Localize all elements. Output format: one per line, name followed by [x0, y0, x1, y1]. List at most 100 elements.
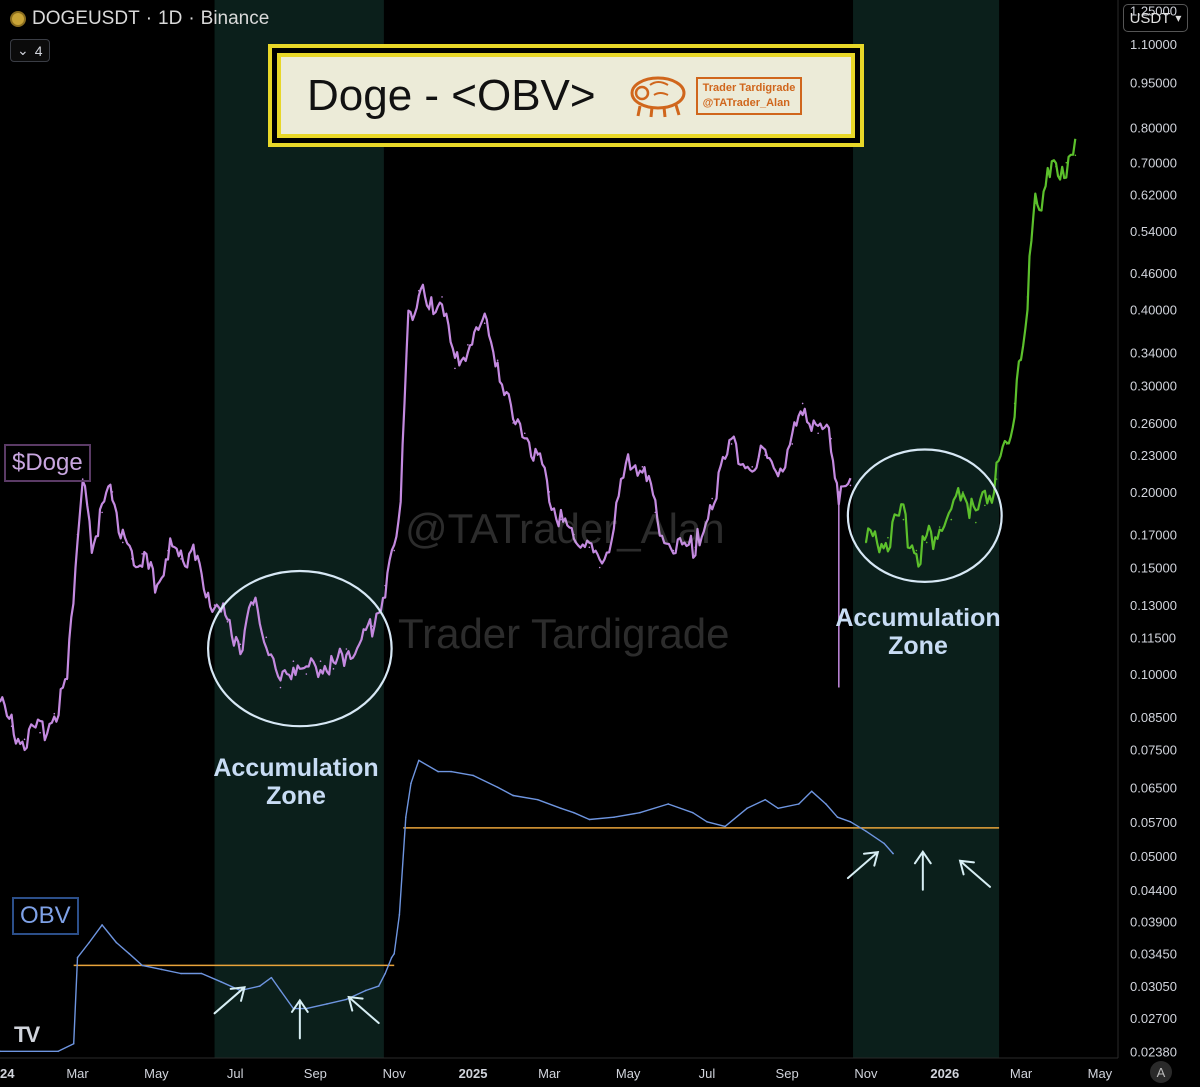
y-tick-label-16: 0.13000 [1130, 598, 1177, 613]
series-0-point-67 [849, 484, 852, 487]
series-0-point-50 [598, 566, 601, 569]
shaded-zone-1 [214, 0, 384, 1058]
series-0-point-29 [345, 648, 348, 650]
watermark-name: Trader Tardigrade [398, 610, 730, 657]
series-0-point-5 [66, 678, 69, 681]
series-1-point-2 [887, 536, 889, 539]
series-0-point-30 [358, 643, 361, 646]
series-1-point-6 [938, 526, 941, 528]
y-tick-label-1: 1.10000 [1130, 37, 1177, 52]
x-tick-label-4: Sep [304, 1066, 327, 1081]
zone2-line-2: Zone [888, 632, 948, 660]
series-2-point-38 [588, 818, 591, 821]
x-tick-label-2: May [144, 1066, 169, 1081]
x-tick-label-0: 2024 [0, 1066, 15, 1081]
price-axis: 1.25000 1.10000 0.95000 0.80000 0.70000 0.620… [1130, 3, 1177, 1059]
series-0-point-9 [101, 511, 103, 514]
series-1-point-17 [1044, 185, 1047, 188]
y-tick-label-26: 0.03450 [1130, 947, 1177, 962]
series-0-point-45 [536, 454, 539, 456]
y-tick-label-21: 0.06500 [1130, 780, 1177, 795]
shaded-zone-2 [853, 0, 1000, 1058]
series-2-point-12 [220, 981, 222, 983]
series-2-point-1 [57, 1050, 59, 1053]
series-0-point-38 [441, 296, 443, 298]
series-0-point-47 [560, 518, 562, 521]
y-tick-label-6: 0.54000 [1130, 224, 1177, 239]
y-tick-label-5: 0.62000 [1130, 188, 1177, 203]
obv-support-lines [73, 827, 1000, 967]
symbol-header[interactable]: DOGEUSDT · 1D · Binance [10, 7, 269, 31]
y-tick-label-25: 0.03900 [1130, 915, 1177, 930]
series-2-point-20 [345, 998, 348, 1001]
exchange-label: Binance [200, 8, 270, 29]
series-0-point-15 [167, 549, 169, 552]
series-0-point-56 [694, 546, 697, 549]
series-2-point-15 [270, 976, 273, 979]
series-0-point-23 [265, 636, 268, 639]
series-2-point-33 [496, 786, 499, 789]
series-2-point-54 [883, 842, 885, 845]
series-0-point-59 [751, 466, 754, 468]
series-0-point-20 [226, 620, 229, 623]
y-tick-label-8: 0.40000 [1130, 303, 1177, 318]
series-0-point-62 [791, 443, 794, 445]
series-0-point-12 [131, 558, 133, 560]
brand-line-2: @TATrader_Alan [702, 96, 790, 109]
series-2-point-8 [141, 964, 143, 967]
series-0-point-64 [817, 432, 819, 435]
series-2-point-39 [613, 816, 615, 819]
series-2-point-27 [405, 816, 407, 819]
series-0-point-60 [764, 454, 766, 456]
series-0-point-11 [121, 541, 124, 544]
series-0-point-46 [548, 491, 551, 493]
series-doge-price-line [0, 283, 852, 752]
series-0-point-41 [483, 322, 486, 325]
indicators-toggle-button[interactable]: ⌄ 4 [10, 39, 50, 62]
price-axis-border [0, 0, 1119, 1059]
series-0-point-4 [53, 712, 56, 715]
y-tick-label-14: 0.17000 [1130, 528, 1177, 543]
y-tick-label-2: 0.95000 [1130, 75, 1177, 90]
arrow-icon-5 [913, 850, 932, 891]
y-tick-label-3: 0.80000 [1130, 121, 1177, 136]
arrow-icon-1 [213, 986, 246, 1015]
obv-series-label: OBV [12, 897, 79, 935]
series-0-point-25 [292, 660, 295, 663]
x-tick-label-1: Mar [66, 1066, 89, 1081]
series-2-point-4 [88, 941, 90, 944]
series-2-point-10 [180, 972, 182, 975]
series-2-point-21 [364, 989, 367, 992]
series-0-point-58 [730, 443, 733, 445]
series-0-point-43 [512, 422, 514, 424]
series-0-point-10 [111, 491, 114, 493]
series-0-point-19 [213, 604, 216, 606]
series-doge-price-rally-line [864, 138, 1077, 568]
interval-label: 1D [158, 8, 183, 29]
series-0-point-16 [180, 558, 182, 560]
series-2-point-28 [410, 782, 412, 785]
series-2-point-42 [691, 811, 694, 814]
x-tick-label-14: May [1088, 1066, 1113, 1081]
y-tick-label-20: 0.07500 [1130, 743, 1177, 758]
brand-box: Trader Tardigrade @TATrader_Alan [695, 76, 803, 115]
auto-scale-button[interactable]: A [1150, 1061, 1172, 1083]
shaded-zones [214, 0, 1000, 1058]
watermark-handle: @TATrader_Alan [405, 505, 725, 552]
series-1-point-19 [1065, 161, 1068, 164]
arrow-icon-4 [846, 850, 880, 880]
series-2-point-19 [326, 1003, 328, 1005]
y-tick-label-18: 0.10000 [1130, 667, 1177, 682]
series-2-point-22 [377, 985, 380, 987]
series-0-point-53 [641, 466, 644, 468]
header-sep-2: · [188, 8, 195, 29]
arrow-icon-6 [958, 859, 992, 888]
series-1-point-15 [1026, 296, 1029, 298]
series-1-point-12 [1006, 443, 1008, 445]
series-2-point-53 [865, 830, 867, 832]
currency-button[interactable]: USDT ▾ [1123, 4, 1188, 32]
series-2-point-11 [200, 972, 203, 975]
x-tick-label-13: Mar [1010, 1066, 1033, 1081]
series-2-point-3 [76, 956, 79, 959]
